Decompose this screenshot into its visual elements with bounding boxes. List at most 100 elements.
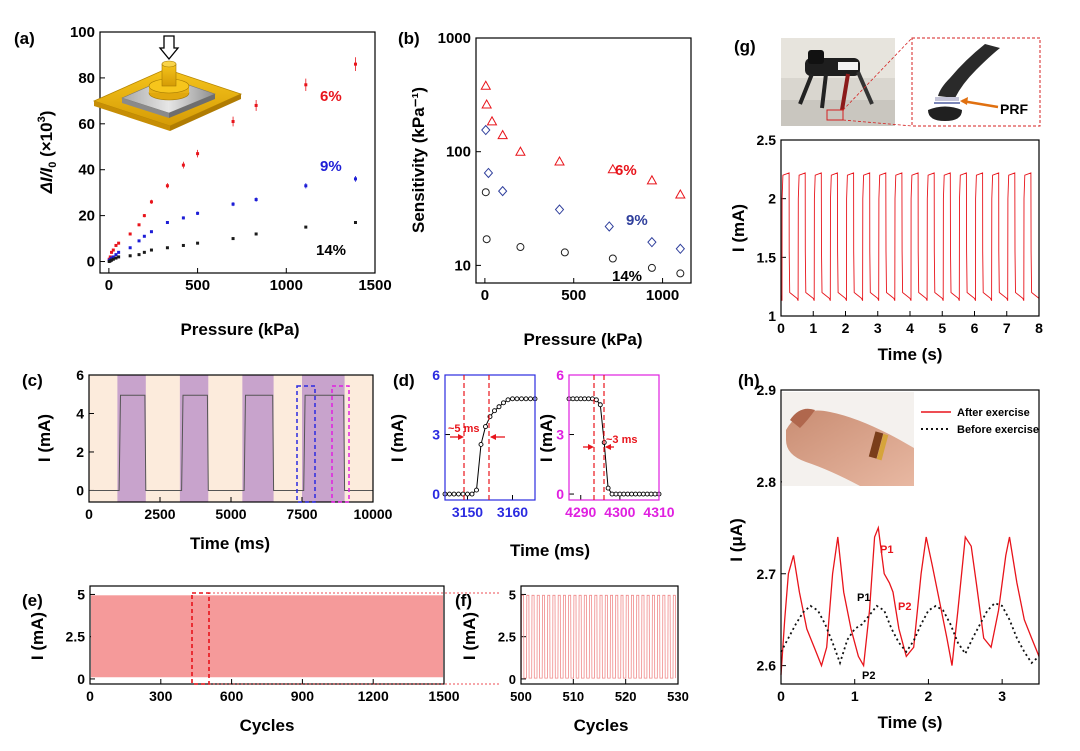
data-point <box>254 103 258 107</box>
y-tick-label: 2.8 <box>757 474 777 490</box>
pressure-band <box>302 375 345 502</box>
x-tick-label: 530 <box>667 689 689 704</box>
panel-c-marks <box>89 394 373 491</box>
pulse-after-line <box>780 525 1040 675</box>
transient-line <box>445 398 535 495</box>
x-tick-label: 0 <box>86 688 94 704</box>
transient-point <box>570 396 576 402</box>
panel-d-ylabel-left: I (mA) <box>388 414 407 462</box>
panel-c-axes: 0 2500 5000 7500 10000 0 2 4 6 <box>76 367 392 522</box>
x-tick-label: 1000 <box>270 277 303 294</box>
data-point <box>111 257 115 261</box>
panel-f-ylabel: I (mA) <box>460 612 479 660</box>
panel-c-frame <box>88 374 374 503</box>
triangle-point <box>607 163 619 174</box>
y-tick-label: 10 <box>454 257 471 274</box>
y-tick-label: 2.7 <box>757 566 777 582</box>
zoom-line-top <box>842 37 913 111</box>
data-point <box>304 184 308 188</box>
transient-point <box>652 491 658 497</box>
y-tick-label: 4 <box>76 405 84 421</box>
y-tick-label: 2.9 <box>757 382 777 398</box>
wrist-photo <box>782 392 914 486</box>
panel-a-frame <box>99 31 376 274</box>
data-point <box>196 241 200 245</box>
circle-point <box>676 269 685 278</box>
data-point <box>117 241 121 245</box>
y-tick-label: 40 <box>78 162 95 179</box>
series-label-6pct: 6% <box>320 88 342 105</box>
y-tick-label: 80 <box>78 70 95 87</box>
data-point <box>353 177 357 181</box>
data-point <box>231 120 235 124</box>
triangle-point <box>480 80 492 90</box>
transient-point <box>586 396 592 402</box>
panel-d-left-axes: 3150 3160 0 3 6 <box>432 367 528 520</box>
y-tick-label: 5 <box>77 586 85 602</box>
x-tick-label: 500 <box>510 689 532 704</box>
data-point <box>149 248 153 252</box>
transient-point <box>644 491 650 497</box>
x-tick-label: 500 <box>561 287 586 304</box>
panel-f-frame <box>520 585 679 685</box>
data-point <box>137 253 141 257</box>
y-tick-label: 1 <box>768 308 776 324</box>
transient-point <box>574 396 580 402</box>
fall-time-annotation: ~3 ms <box>583 434 638 450</box>
x-tick-label: 7500 <box>286 506 317 522</box>
transient-point <box>597 402 603 408</box>
transient-point <box>605 485 611 491</box>
transient-point <box>578 396 584 402</box>
x-tick-label: 1200 <box>358 688 389 704</box>
y-tick-label: 6 <box>556 367 564 383</box>
y-tick-label: 2.6 <box>757 658 777 674</box>
panel-g-label: (g) <box>734 37 756 56</box>
data-point <box>117 255 121 259</box>
y-tick-label: 2 <box>76 444 84 460</box>
panel-c-ylabel: I (mA) <box>35 414 54 462</box>
data-point <box>165 246 169 250</box>
y-tick-label: 3 <box>432 427 440 443</box>
panel-b-xlabel: Pressure (kPa) <box>523 330 642 349</box>
x-tick-label: 300 <box>149 688 173 704</box>
y-tick-label: 1000 <box>438 30 471 47</box>
panel-f-label: (f) <box>455 591 472 610</box>
panel-a-marks <box>107 57 357 264</box>
panel-e-xlabel: Cycles <box>240 716 295 735</box>
pressure-band <box>117 375 146 502</box>
circle-point <box>647 263 656 272</box>
panel-h: 0 1 2 3 2.6 2.7 2.8 2.9 After exercise Before e… <box>727 382 1040 732</box>
data-point <box>231 202 235 206</box>
x-tick-label: 10000 <box>354 506 393 522</box>
y-tick-label: 6 <box>76 367 84 383</box>
x-tick-label: 3 <box>874 320 882 336</box>
panel-h-axes: 0 1 2 3 2.6 2.7 2.8 2.9 <box>757 382 1007 704</box>
pulse-before-line <box>780 602 1040 666</box>
transient-point <box>478 441 484 447</box>
panel-f-axes: 500 510 520 530 0 2.5 5 <box>498 587 689 704</box>
data-point <box>110 256 114 260</box>
transient-point <box>523 396 529 402</box>
p1-black-label: P1 <box>857 592 870 604</box>
panel-d-ylabel-right: I (mA) <box>537 414 556 462</box>
cycle-trace <box>520 594 676 679</box>
panel-d-xlabel: Time (ms) <box>510 541 590 560</box>
x-tick-label: 3160 <box>497 504 528 520</box>
data-point <box>114 253 118 257</box>
panel-g-frame <box>780 139 1040 317</box>
x-tick-label: 4300 <box>604 504 635 520</box>
data-point <box>353 221 357 225</box>
panel-a-axes: 0 500 1000 1500 0 20 40 60 80 100 <box>70 24 392 294</box>
y-tick-label: 0 <box>77 671 85 687</box>
transient-point <box>510 396 515 402</box>
transient-point <box>451 491 457 497</box>
data-point <box>231 237 235 241</box>
x-tick-label: 8 <box>1035 320 1043 336</box>
data-point <box>142 214 146 218</box>
panel-c-pressure-bands <box>117 375 345 502</box>
x-tick-label: 2500 <box>144 506 175 522</box>
data-point <box>111 255 115 259</box>
circle-point <box>560 248 569 257</box>
robot-dog-photo <box>781 38 895 126</box>
panel-a: 0 500 1000 1500 0 20 40 60 80 100 6% 9% 14% Press… <box>36 24 392 339</box>
